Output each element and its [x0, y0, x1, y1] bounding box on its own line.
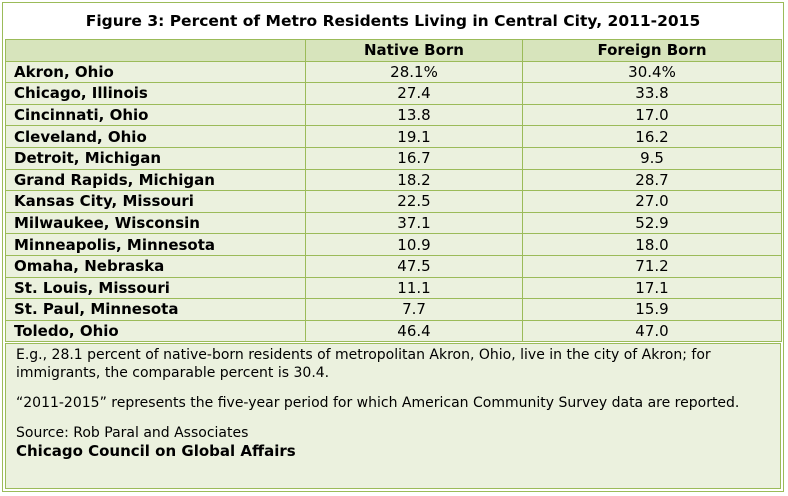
city-cell: Omaha, Nebraska — [5, 254, 306, 278]
city-cell: Cleveland, Ohio — [5, 125, 306, 148]
city-cell: Akron, Ohio — [5, 60, 306, 84]
data-table: Native Born Foreign Born Akron, Ohio 28.1… — [5, 39, 782, 343]
note-period: “2011-2015” represents the five-year per… — [16, 395, 740, 411]
foreign-born-value: 27.0 — [522, 190, 782, 213]
table-row: Cleveland, Ohio 19.1 16.2 — [5, 125, 782, 148]
table-header-row: Native Born Foreign Born — [5, 39, 782, 62]
native-born-value: 37.1 — [305, 211, 523, 235]
native-born-value: 19.1 — [305, 125, 523, 148]
note-organization: Chicago Council on Global Affairs — [16, 442, 296, 460]
city-cell: Kansas City, Missouri — [5, 190, 306, 213]
table-row: Kansas City, Missouri 22.5 27.0 — [5, 190, 782, 213]
native-born-value: 22.5 — [305, 190, 523, 213]
figure-title: Figure 3: Percent of Metro Residents Liv… — [85, 12, 701, 30]
city-cell: St. Paul, Minnesota — [5, 298, 306, 321]
foreign-born-value: 47.0 — [522, 319, 782, 343]
native-born-value: 10.9 — [305, 233, 523, 256]
table-row: St. Louis, Missouri 11.1 17.1 — [5, 276, 782, 300]
table-row: Detroit, Michigan 16.7 9.5 — [5, 146, 782, 170]
native-born-value: 11.1 — [305, 276, 523, 300]
native-born-value: 47.5 — [305, 254, 523, 278]
table-row: Milwaukee, Wisconsin 37.1 52.9 — [5, 211, 782, 235]
city-cell: Toledo, Ohio — [5, 319, 306, 343]
table-row: Grand Rapids, Michigan 18.2 28.7 — [5, 168, 782, 192]
foreign-born-value: 9.5 — [522, 146, 782, 170]
foreign-born-value: 17.1 — [522, 276, 782, 300]
foreign-born-value: 16.2 — [522, 125, 782, 148]
header-native-born: Native Born — [305, 39, 523, 62]
city-cell: Detroit, Michigan — [5, 146, 306, 170]
note-example: E.g., 28.1 percent of native-born reside… — [16, 347, 711, 381]
foreign-born-value: 33.8 — [522, 82, 782, 105]
foreign-born-value: 30.4% — [522, 60, 782, 84]
table-row: Cincinnati, Ohio 13.8 17.0 — [5, 103, 782, 127]
foreign-born-value: 28.7 — [522, 168, 782, 192]
city-cell: St. Louis, Missouri — [5, 276, 306, 300]
native-born-value: 27.4 — [305, 82, 523, 105]
city-cell: Chicago, Illinois — [5, 82, 306, 105]
native-born-value: 7.7 — [305, 298, 523, 321]
foreign-born-value: 71.2 — [522, 254, 782, 278]
table-row: Toledo, Ohio 46.4 47.0 — [5, 319, 782, 343]
native-born-value: 28.1% — [305, 60, 523, 84]
native-born-value: 16.7 — [305, 146, 523, 170]
foreign-born-value: 17.0 — [522, 103, 782, 127]
note-source: Source: Rob Paral and Associates — [16, 425, 249, 441]
foreign-born-value: 15.9 — [522, 298, 782, 321]
foreign-born-value: 18.0 — [522, 233, 782, 256]
native-born-value: 13.8 — [305, 103, 523, 127]
table-row: Omaha, Nebraska 47.5 71.2 — [5, 254, 782, 278]
header-foreign-born: Foreign Born — [522, 39, 782, 62]
native-born-value: 18.2 — [305, 168, 523, 192]
city-cell: Cincinnati, Ohio — [5, 103, 306, 127]
city-cell: Minneapolis, Minnesota — [5, 233, 306, 256]
foreign-born-value: 52.9 — [522, 211, 782, 235]
table-row: St. Paul, Minnesota 7.7 15.9 — [5, 298, 782, 321]
city-cell: Grand Rapids, Michigan — [5, 168, 306, 192]
table-row: Chicago, Illinois 27.4 33.8 — [5, 82, 782, 105]
city-cell: Milwaukee, Wisconsin — [5, 211, 306, 235]
table-row: Minneapolis, Minnesota 10.9 18.0 — [5, 233, 782, 256]
notes-panel: E.g., 28.1 percent of native-born reside… — [5, 343, 781, 489]
table-row: Akron, Ohio 28.1% 30.4% — [5, 60, 782, 84]
native-born-value: 46.4 — [305, 319, 523, 343]
header-blank-cell — [5, 39, 306, 62]
